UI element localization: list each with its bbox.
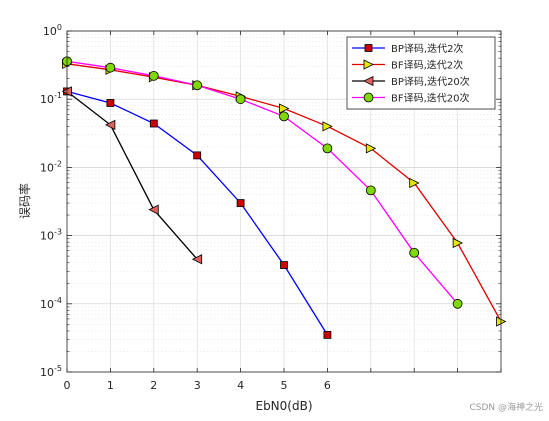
marker-square	[106, 99, 115, 107]
x-axis-label: EbN0(dB)	[255, 399, 312, 413]
marker-circle	[279, 111, 289, 122]
legend-entry: BP译码,迭代2次	[352, 42, 463, 55]
marker-circle	[322, 143, 333, 154]
x-tick-label: 0	[64, 379, 71, 392]
marker-triangle-left	[105, 119, 116, 131]
marker-circle	[452, 298, 463, 309]
marker-triangle-right	[363, 59, 374, 70]
marker-circle	[409, 247, 420, 258]
marker-square	[149, 119, 158, 128]
legend-entry: BF译码,迭代20次	[352, 92, 470, 105]
x-tick-label: 5	[281, 379, 288, 392]
y-tick-label: 10-1	[40, 91, 62, 106]
y-tick-label: 100	[43, 23, 62, 38]
marker-square	[236, 199, 245, 207]
marker-circle	[365, 185, 376, 196]
legend: BP译码,迭代2次 BF译码,迭代2次 BP译码,迭代20次 BF译码,迭代20次	[346, 36, 496, 110]
marker-triangle-left	[148, 204, 159, 215]
series-4	[62, 56, 463, 309]
marker-circle	[105, 62, 116, 73]
x-tick-label: 4	[237, 379, 244, 392]
y-tick-label: 10-2	[40, 159, 62, 174]
legend-label: BP译码,迭代20次	[391, 75, 470, 88]
x-tick-label: 2	[150, 379, 157, 392]
legend-label: BP译码,迭代2次	[391, 42, 463, 55]
marker-square	[280, 261, 288, 269]
grid-lines	[66, 30, 502, 373]
y-tick-label: 10-3	[40, 228, 62, 243]
x-tick-labels: 0 1 2 3 4 5 6	[64, 379, 331, 392]
marker-circle	[192, 80, 203, 91]
marker-square	[364, 44, 373, 52]
marker-square	[193, 151, 202, 160]
marker-square	[323, 330, 332, 339]
marker-circle	[363, 92, 374, 103]
marker-triangle-right	[365, 143, 377, 154]
y-axis-label: 误码率	[17, 183, 32, 219]
x-tick-label: 3	[194, 379, 201, 392]
legend-entry: BP译码,迭代20次	[352, 75, 470, 88]
legend-entry: BF译码,迭代2次	[352, 59, 463, 72]
marker-triangle-left	[363, 75, 374, 87]
x-tick-label: 6	[324, 379, 331, 392]
marker-circle	[235, 94, 246, 105]
legend-label: BF译码,迭代20次	[391, 92, 470, 105]
series-line	[66, 60, 459, 305]
axis-ticks	[66, 30, 502, 373]
marker-triangle-right	[409, 177, 420, 189]
y-tick-label: 10-5	[40, 364, 62, 379]
y-tick-labels: 100 10-1 10-2 10-3 10-4 10-5	[40, 23, 62, 379]
marker-triangle-left	[191, 254, 203, 265]
marker-circle	[148, 70, 159, 81]
legend-label: BF译码,迭代2次	[391, 59, 463, 72]
series-1	[63, 87, 332, 339]
y-tick-label: 10-4	[40, 296, 62, 311]
marker-triangle-right	[279, 103, 290, 114]
x-tick-label: 1	[107, 379, 114, 392]
marker-triangle-right	[452, 237, 463, 249]
marker-triangle-right	[322, 121, 333, 132]
series-line	[66, 90, 198, 260]
watermark: CSDN @海神之光	[469, 403, 543, 413]
